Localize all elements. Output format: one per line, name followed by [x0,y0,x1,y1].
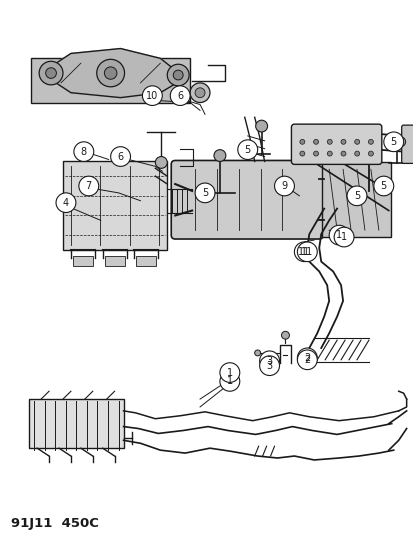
Text: 10: 10 [146,91,158,101]
Text: 5: 5 [202,188,208,198]
Circle shape [45,68,56,78]
Text: 1: 1 [335,230,341,240]
FancyBboxPatch shape [171,160,323,239]
FancyBboxPatch shape [401,125,413,164]
Circle shape [294,242,313,262]
Text: 5: 5 [244,144,250,155]
Circle shape [195,88,204,98]
Circle shape [259,356,279,376]
Circle shape [297,242,316,262]
Circle shape [368,151,373,156]
Circle shape [190,83,209,102]
Circle shape [259,351,279,370]
FancyBboxPatch shape [31,58,190,102]
Text: 5: 5 [380,181,386,191]
Polygon shape [41,49,185,98]
Text: 6: 6 [177,91,183,101]
FancyBboxPatch shape [136,256,156,265]
Circle shape [142,86,162,106]
Circle shape [237,140,257,159]
Circle shape [340,139,345,144]
Circle shape [299,139,304,144]
Circle shape [346,186,366,206]
Text: 3: 3 [266,361,272,370]
Circle shape [340,151,345,156]
Circle shape [219,363,239,382]
Circle shape [274,176,294,196]
Circle shape [395,137,405,147]
Circle shape [313,139,318,144]
Circle shape [368,139,373,144]
Text: 1: 1 [226,368,233,377]
Text: 2: 2 [304,355,310,365]
Circle shape [333,227,353,247]
FancyBboxPatch shape [63,161,167,250]
Circle shape [104,67,116,79]
FancyBboxPatch shape [73,256,93,265]
Circle shape [155,157,167,168]
Text: 91J11  450C: 91J11 450C [11,517,99,530]
Text: 9: 9 [281,181,287,191]
FancyBboxPatch shape [321,163,390,237]
Text: 7: 7 [85,181,92,191]
Circle shape [195,183,214,203]
Circle shape [297,350,316,369]
Circle shape [173,70,183,80]
Text: 5: 5 [353,191,359,201]
Text: 11: 11 [297,247,310,257]
Text: 4: 4 [63,198,69,208]
Circle shape [110,147,130,166]
FancyBboxPatch shape [291,124,381,164]
Circle shape [255,120,267,132]
Circle shape [97,59,124,87]
Text: 11: 11 [301,247,313,257]
Text: 3: 3 [266,356,272,366]
Circle shape [281,332,289,339]
Circle shape [78,176,98,196]
Circle shape [354,139,359,144]
Circle shape [299,151,304,156]
Text: 5: 5 [390,137,396,147]
Circle shape [313,151,318,156]
Text: 1: 1 [226,376,233,386]
Circle shape [383,132,403,151]
Circle shape [39,61,63,85]
FancyBboxPatch shape [29,399,123,448]
Circle shape [254,350,260,356]
FancyBboxPatch shape [104,256,124,265]
Circle shape [327,139,332,144]
Text: 6: 6 [117,151,123,161]
Circle shape [297,348,316,368]
Text: 8: 8 [81,147,87,157]
Circle shape [327,151,332,156]
Circle shape [219,372,239,391]
Text: 2: 2 [304,353,310,363]
Circle shape [74,142,93,161]
Circle shape [373,176,393,196]
Circle shape [167,64,189,86]
Circle shape [354,151,359,156]
Circle shape [214,150,225,161]
Circle shape [328,225,348,245]
Circle shape [56,193,76,213]
Text: 1: 1 [340,232,346,242]
Circle shape [170,86,190,106]
